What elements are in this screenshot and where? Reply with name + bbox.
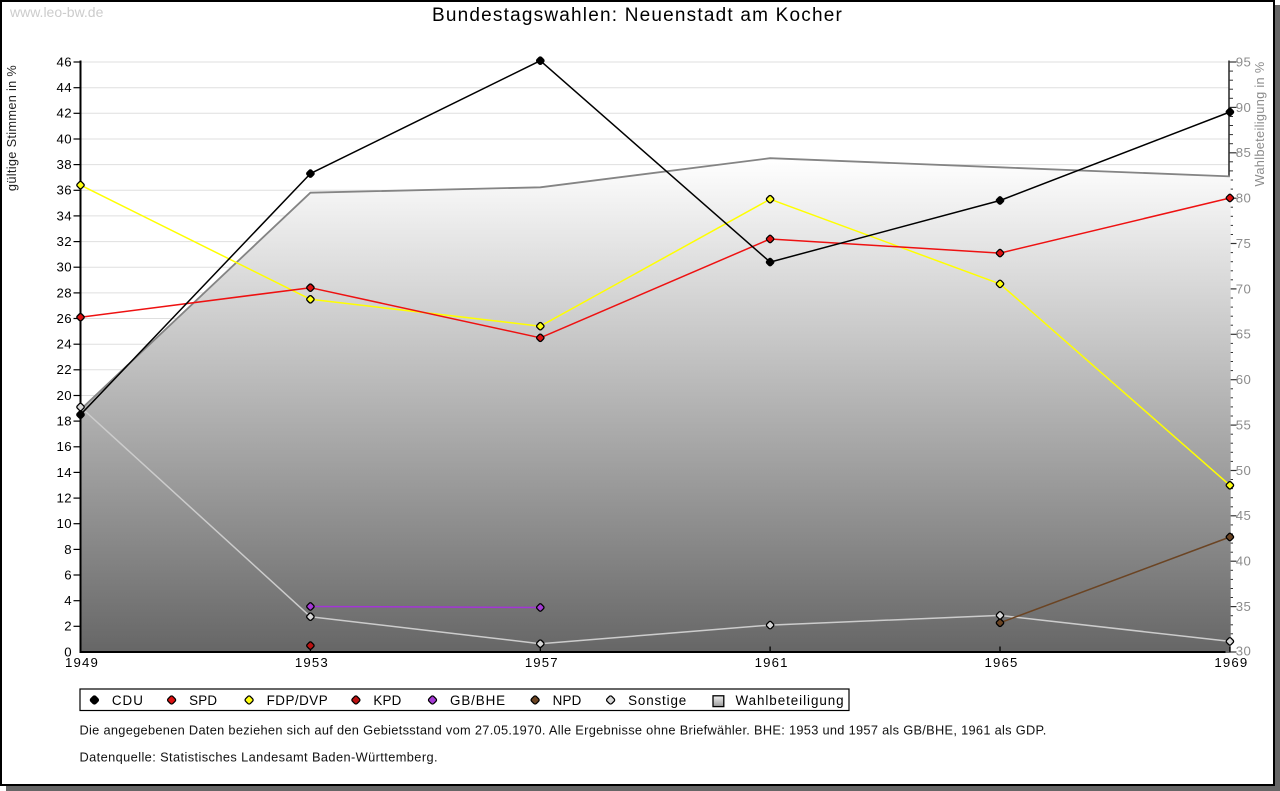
svg-text:6: 6 bbox=[64, 567, 72, 582]
svg-text:Wahlbeteiligung in %: Wahlbeteiligung in % bbox=[1252, 61, 1267, 186]
svg-text:1961: 1961 bbox=[755, 655, 789, 670]
svg-text:36: 36 bbox=[57, 183, 72, 198]
svg-text:GB/BHE: GB/BHE bbox=[450, 693, 506, 708]
svg-text:24: 24 bbox=[57, 337, 72, 352]
svg-text:Sonstige: Sonstige bbox=[628, 693, 687, 708]
svg-text:20: 20 bbox=[57, 388, 72, 403]
svg-text:46: 46 bbox=[57, 54, 72, 69]
svg-text:45: 45 bbox=[1236, 508, 1251, 523]
svg-text:22: 22 bbox=[57, 362, 72, 377]
svg-text:Bundestagswahlen: Neuenstadt a: Bundestagswahlen: Neuenstadt am Kocher bbox=[432, 5, 843, 26]
svg-text:50: 50 bbox=[1236, 463, 1251, 478]
svg-text:55: 55 bbox=[1236, 418, 1251, 433]
svg-text:1957: 1957 bbox=[525, 655, 559, 670]
svg-text:44: 44 bbox=[57, 80, 72, 95]
svg-text:42: 42 bbox=[57, 106, 72, 121]
svg-text:70: 70 bbox=[1236, 281, 1251, 296]
svg-text:30: 30 bbox=[1236, 644, 1251, 659]
svg-text:60: 60 bbox=[1236, 372, 1251, 387]
svg-text:16: 16 bbox=[57, 439, 72, 454]
svg-text:32: 32 bbox=[57, 234, 72, 249]
svg-text:34: 34 bbox=[57, 208, 72, 223]
svg-text:75: 75 bbox=[1236, 236, 1251, 251]
svg-text:38: 38 bbox=[57, 157, 72, 172]
svg-text:26: 26 bbox=[57, 311, 72, 326]
svg-text:95: 95 bbox=[1236, 54, 1251, 69]
svg-text:14: 14 bbox=[57, 465, 72, 480]
svg-text:gültige Stimmen in %: gültige Stimmen in % bbox=[4, 65, 19, 191]
svg-text:30: 30 bbox=[57, 260, 72, 275]
svg-text:90: 90 bbox=[1236, 100, 1251, 115]
svg-text:www.leo-bw.de: www.leo-bw.de bbox=[9, 4, 104, 20]
svg-text:KPD: KPD bbox=[373, 693, 401, 708]
svg-text:8: 8 bbox=[64, 542, 72, 557]
svg-text:1949: 1949 bbox=[65, 655, 99, 670]
svg-text:35: 35 bbox=[1236, 599, 1251, 614]
svg-text:Die angegebenen Daten beziehen: Die angegebenen Daten beziehen sich auf … bbox=[80, 723, 1047, 738]
svg-text:Wahlbeteiligung: Wahlbeteiligung bbox=[736, 693, 845, 708]
svg-text:1969: 1969 bbox=[1214, 655, 1248, 670]
svg-text:40: 40 bbox=[1236, 554, 1251, 569]
svg-text:12: 12 bbox=[57, 491, 72, 506]
svg-text:65: 65 bbox=[1236, 327, 1251, 342]
svg-text:Datenquelle: Statistisches Lan: Datenquelle: Statistisches Landesamt Bad… bbox=[80, 750, 438, 765]
svg-text:CDU: CDU bbox=[112, 693, 144, 708]
svg-text:18: 18 bbox=[57, 414, 72, 429]
svg-text:NPD: NPD bbox=[553, 693, 582, 708]
svg-text:2: 2 bbox=[64, 619, 72, 634]
svg-text:10: 10 bbox=[57, 516, 72, 531]
svg-text:28: 28 bbox=[57, 285, 72, 300]
svg-text:40: 40 bbox=[57, 131, 72, 146]
svg-text:85: 85 bbox=[1236, 145, 1251, 160]
svg-text:4: 4 bbox=[64, 593, 72, 608]
svg-text:1953: 1953 bbox=[295, 655, 329, 670]
svg-text:SPD: SPD bbox=[189, 693, 217, 708]
svg-text:80: 80 bbox=[1236, 191, 1251, 206]
svg-text:FDP/DVP: FDP/DVP bbox=[267, 693, 329, 708]
svg-text:1965: 1965 bbox=[985, 655, 1019, 670]
svg-text:0: 0 bbox=[64, 644, 72, 659]
